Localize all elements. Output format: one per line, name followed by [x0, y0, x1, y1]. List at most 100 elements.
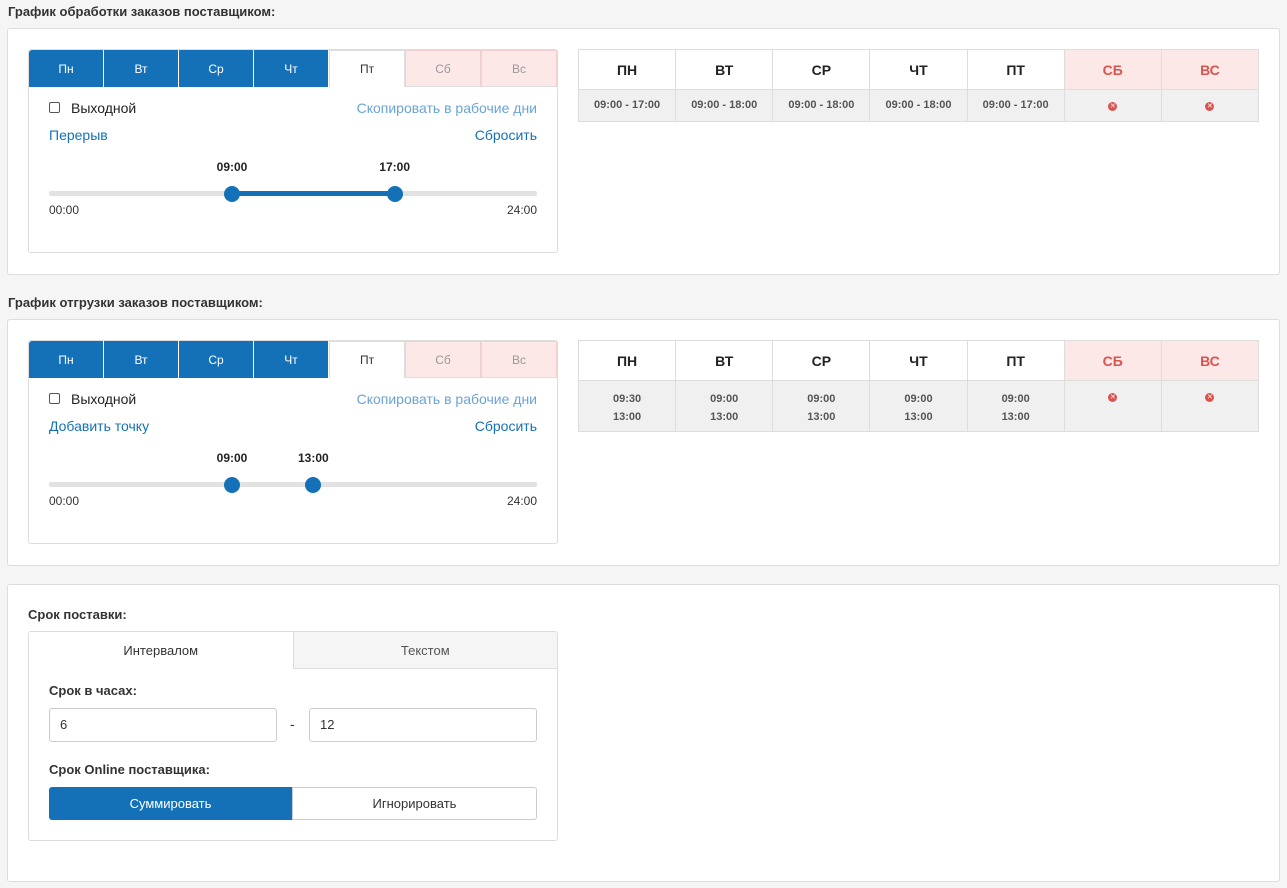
ignore-button[interactable]: Игнорировать	[292, 787, 537, 820]
hours-label: Срок в часах:	[49, 683, 137, 698]
tab-wed[interactable]: Ср	[179, 50, 254, 87]
tab-mon[interactable]: Пн	[29, 341, 104, 378]
day-off-label: Выходной	[71, 391, 137, 407]
tab-text[interactable]: Текстом	[293, 632, 557, 669]
tab-sun[interactable]: Вс	[481, 341, 557, 378]
table-header-row: ПН ВТ СР ЧТ ПТ СБ ВС	[577, 49, 1260, 90]
time-point: 13:00	[807, 411, 836, 423]
shipping-title: График отгрузки заказов поставщиком:	[8, 295, 263, 310]
tab-fri[interactable]: Пт	[329, 341, 405, 378]
shipping-editor: Пн Вт Ср Чт Пт Сб Вс Выходной Скопироват…	[28, 340, 558, 544]
delivery-box: Интервалом Текстом Срок в часах: 6 - 12 …	[28, 631, 558, 841]
header-thu: ЧТ	[869, 340, 968, 381]
day-tabs: Пн Вт Ср Чт Пт Сб Вс	[29, 341, 557, 378]
time-point: 13:00	[613, 411, 642, 423]
time-point: 09:00	[1001, 393, 1030, 405]
tab-sun[interactable]: Вс	[481, 50, 557, 87]
cell-wed: 09:00 - 18:00	[772, 89, 871, 122]
hours-to-input[interactable]: 12	[309, 708, 537, 742]
table-header-row: ПН ВТ СР ЧТ ПТ СБ ВС	[577, 340, 1260, 381]
time-point: 09:00	[710, 393, 739, 405]
copy-to-workdays-link[interactable]: Скопировать в рабочие дни	[356, 100, 537, 116]
cell-tue: 09:00 - 18:00	[675, 89, 774, 122]
header-sun: ВС	[1160, 49, 1260, 90]
closed-icon: ✕	[1205, 102, 1215, 111]
time-point: 09:00	[904, 393, 933, 405]
processing-editor: Пн Вт Ср Чт Пт Сб Вс Выходной Скопироват…	[28, 49, 558, 253]
sum-button[interactable]: Суммировать	[49, 787, 292, 820]
tab-tue[interactable]: Вт	[104, 50, 179, 87]
add-point-link[interactable]: Добавить точку	[49, 418, 150, 434]
reset-link[interactable]: Сбросить	[474, 127, 537, 143]
closed-icon: ✕	[1108, 393, 1118, 402]
header-sat: СБ	[1063, 49, 1162, 90]
cell-wed: 09:00 13:00	[772, 380, 871, 432]
tab-thu[interactable]: Чт	[254, 341, 329, 378]
table-row: 09:00 - 17:00 09:00 - 18:00 09:00 - 18:0…	[577, 89, 1260, 122]
slider-point-2[interactable]	[305, 477, 322, 493]
day-off-checkbox[interactable]	[49, 393, 60, 404]
time-range-slider: 09:00 17:00 00:00 24:00	[49, 158, 537, 218]
header-sun: ВС	[1160, 340, 1260, 381]
copy-to-workdays-link[interactable]: Скопировать в рабочие дни	[356, 391, 537, 407]
cell-tue: 09:00 13:00	[675, 380, 774, 432]
shipping-panel: Пн Вт Ср Чт Пт Сб Вс Выходной Скопироват…	[7, 319, 1280, 566]
time-point: 13:00	[904, 411, 933, 423]
day-off-checkbox[interactable]	[49, 102, 60, 113]
handle-from-label: 09:00	[216, 160, 248, 174]
slider-handle-to[interactable]	[386, 186, 403, 202]
header-fri: ПТ	[966, 340, 1065, 381]
range-dash: -	[290, 716, 295, 732]
online-term-toggle: Суммировать Игнорировать	[49, 787, 537, 820]
hours-from-input[interactable]: 6	[49, 708, 277, 742]
delivery-panel: Срок поставки: Интервалом Текстом Срок в…	[7, 584, 1280, 882]
online-term-label: Срок Online поставщика:	[49, 762, 210, 777]
reset-link[interactable]: Сбросить	[474, 418, 537, 434]
slider-track[interactable]	[49, 482, 537, 487]
cell-thu: 09:00 13:00	[869, 380, 968, 432]
table-row: 09:30 13:00 09:00 13:00 09:00 13:00 09:00 13…	[577, 380, 1260, 432]
processing-title: График обработки заказов поставщиком:	[8, 4, 276, 19]
cell-fri: 09:00 13:00	[966, 380, 1065, 432]
tab-interval[interactable]: Интервалом	[29, 632, 294, 669]
cell-sun: ✕	[1160, 380, 1260, 432]
tab-thu[interactable]: Чт	[254, 50, 329, 87]
header-wed: СР	[772, 340, 871, 381]
slider-max-label: 24:00	[506, 494, 537, 508]
header-fri: ПТ	[966, 49, 1065, 90]
header-tue: ВТ	[675, 49, 774, 90]
cell-thu: 09:00 - 18:00	[869, 89, 968, 122]
cell-mon: 09:30 13:00	[577, 380, 677, 432]
break-link[interactable]: Перерыв	[49, 127, 108, 143]
processing-panel: Пн Вт Ср Чт Пт Сб Вс Выходной Скопироват…	[7, 28, 1280, 275]
tab-fri[interactable]: Пт	[329, 50, 405, 87]
closed-icon: ✕	[1108, 102, 1118, 111]
time-point: 09:00	[807, 393, 836, 405]
slider-point-1[interactable]	[224, 477, 240, 493]
tab-sat[interactable]: Сб	[405, 50, 481, 87]
tab-tue[interactable]: Вт	[104, 341, 179, 378]
tab-wed[interactable]: Ср	[179, 341, 254, 378]
time-point: 13:00	[710, 411, 739, 423]
time-points-slider: 09:00 13:00 00:00 24:00	[49, 449, 537, 509]
header-mon: ПН	[577, 49, 677, 90]
slider-handle-from[interactable]	[224, 186, 240, 202]
slider-max-label: 24:00	[506, 203, 537, 217]
time-point: 09:30	[613, 393, 642, 405]
tab-mon[interactable]: Пн	[29, 50, 104, 87]
header-wed: СР	[772, 49, 871, 90]
time-point: 13:00	[1001, 411, 1030, 423]
cell-mon: 09:00 - 17:00	[577, 89, 677, 122]
header-mon: ПН	[577, 340, 677, 381]
cell-fri: 09:00 - 17:00	[966, 89, 1065, 122]
day-tabs: Пн Вт Ср Чт Пт Сб Вс	[29, 50, 557, 87]
closed-icon: ✕	[1205, 393, 1215, 402]
shipping-schedule-table: ПН ВТ СР ЧТ ПТ СБ ВС 09:30 13:00 09:00 13:…	[577, 340, 1260, 432]
slider-min-label: 00:00	[49, 494, 80, 508]
header-thu: ЧТ	[869, 49, 968, 90]
cell-sun: ✕	[1160, 89, 1260, 122]
slider-min-label: 00:00	[49, 203, 80, 217]
cell-sat: ✕	[1063, 380, 1162, 432]
processing-schedule-table: ПН ВТ СР ЧТ ПТ СБ ВС 09:00 - 17:00 09:00…	[577, 49, 1260, 122]
tab-sat[interactable]: Сб	[405, 341, 481, 378]
